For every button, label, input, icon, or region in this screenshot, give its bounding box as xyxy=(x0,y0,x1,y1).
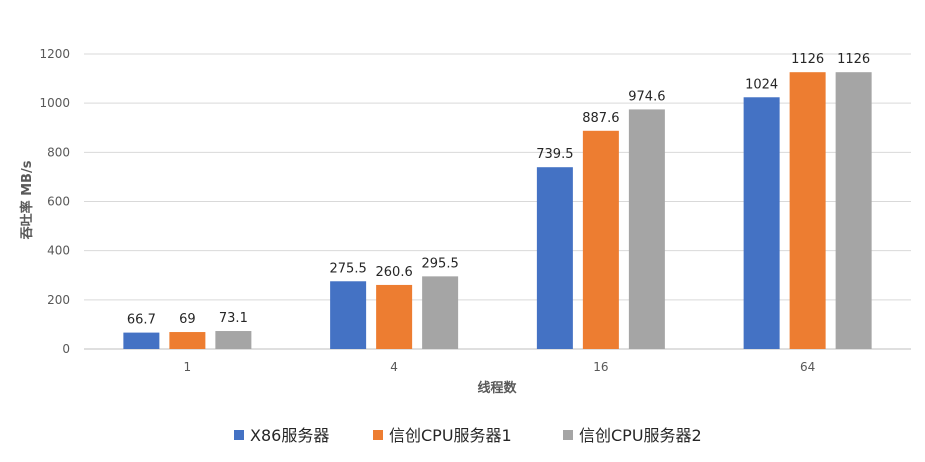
data-label: 1024 xyxy=(745,77,778,92)
y-axis-ticks: 0 200 400 600 800 1000 1200 xyxy=(39,47,70,356)
data-label: 739.5 xyxy=(536,147,573,162)
bars xyxy=(123,72,872,350)
x-axis-ticks: 1 4 16 64 xyxy=(184,360,816,374)
x-tick-label: 4 xyxy=(390,360,398,374)
data-label: 1126 xyxy=(837,52,870,67)
y-tick-label: 200 xyxy=(47,293,70,307)
legend-label: X86服务器 xyxy=(250,426,329,445)
bar-16-series-2 xyxy=(582,130,619,349)
bar-1-series-3 xyxy=(215,331,252,349)
bar-64-series-3 xyxy=(835,72,872,350)
legend-swatch xyxy=(373,430,383,440)
data-label: 260.6 xyxy=(376,265,413,280)
x-tick-label: 64 xyxy=(800,360,815,374)
bar-4-series-2 xyxy=(376,284,413,349)
data-label: 66.7 xyxy=(127,313,156,328)
data-label: 295.5 xyxy=(422,256,459,271)
bar-4-series-1 xyxy=(330,281,367,349)
data-label: 1126 xyxy=(791,52,824,67)
legend-swatch xyxy=(234,430,244,440)
data-label: 73.1 xyxy=(219,311,248,326)
data-label: 275.5 xyxy=(330,261,367,276)
data-label: 887.6 xyxy=(582,111,619,126)
y-tick-label: 1200 xyxy=(39,47,70,61)
data-labels: 66.7 69 73.1 275.5 260.6 295.5 739.5 887.6 974.6… xyxy=(127,52,870,327)
bar-4-series-3 xyxy=(422,276,459,349)
y-axis-title: 吞吐率 MB/s xyxy=(19,160,35,239)
legend-label: 信创CPU服务器2 xyxy=(579,426,702,445)
bar-16-series-1 xyxy=(536,167,573,349)
y-tick-label: 0 xyxy=(62,342,70,356)
legend-label: 信创CPU服务器1 xyxy=(389,426,512,445)
bar-64-series-2 xyxy=(789,72,826,350)
data-label: 69 xyxy=(179,312,196,327)
legend-swatch xyxy=(563,430,573,440)
y-tick-label: 400 xyxy=(47,244,70,258)
gridlines xyxy=(84,53,911,350)
data-label: 974.6 xyxy=(628,89,665,104)
bar-16-series-3 xyxy=(628,109,665,350)
x-tick-label: 16 xyxy=(593,360,608,374)
legend: X86服务器 信创CPU服务器1 信创CPU服务器2 xyxy=(234,426,702,445)
y-tick-label: 600 xyxy=(47,195,70,209)
bar-64-series-1 xyxy=(743,97,780,350)
x-tick-label: 1 xyxy=(184,360,192,374)
bar-1-series-1 xyxy=(123,332,160,349)
y-tick-label: 1000 xyxy=(39,96,70,110)
x-axis-title: 线程数 xyxy=(477,380,517,396)
y-tick-label: 800 xyxy=(47,145,70,159)
bar-1-series-2 xyxy=(169,332,206,349)
